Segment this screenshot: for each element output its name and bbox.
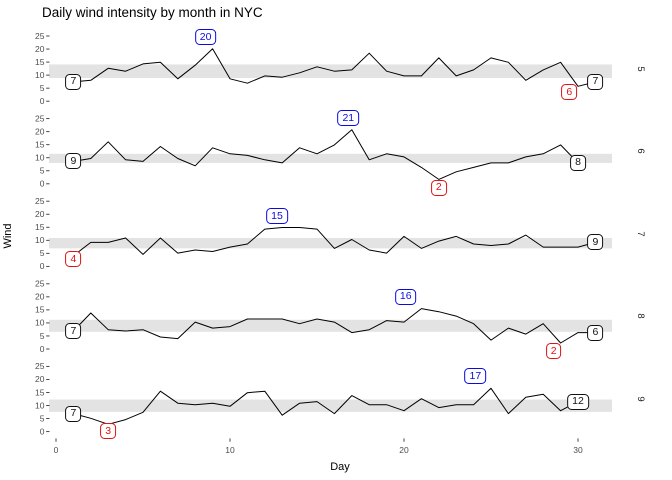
last-value-label-month-7: 9: [587, 234, 604, 251]
facet-strip-month-5: 5: [635, 65, 646, 72]
y-tick-label: 20: [35, 292, 45, 302]
last-value-label-month-6: 8: [570, 154, 586, 171]
x-tick-label: 10: [225, 445, 235, 455]
x-axis: 0 10 20 30: [54, 438, 583, 455]
y-tick-label: 5: [40, 248, 45, 258]
facet-strip-month-6: 6: [635, 148, 646, 154]
y-tick-label: 25: [35, 113, 45, 123]
iqr-band: [49, 399, 612, 412]
wind-line: [73, 227, 596, 257]
y-tick-label: 25: [35, 361, 45, 371]
max-value-label-month-9: 17: [464, 368, 487, 385]
y-tick-label: 25: [35, 279, 45, 289]
first-value-label-month-8: 7: [65, 323, 82, 339]
wind-line: [73, 129, 579, 180]
x-axis-title: Day: [330, 461, 350, 473]
last-value-label-month-8: 6: [587, 324, 604, 341]
y-tick-label: 10: [35, 318, 45, 328]
max-value-label-month-7: 15: [266, 208, 288, 225]
y-tick-label: 0: [40, 179, 45, 189]
first-value-label-month-6: 9: [65, 153, 82, 170]
wind-line: [73, 48, 596, 87]
y-tick-label: 5: [40, 413, 45, 423]
x-tick-label: 0: [54, 445, 59, 455]
y-tick-label: 15: [35, 222, 45, 232]
iqr-band: [49, 153, 612, 163]
first-value-label-month-9: 7: [65, 405, 82, 422]
min-value-label-month-6: 2: [430, 179, 447, 196]
y-tick-label: 0: [40, 261, 45, 271]
iqr-band: [49, 64, 612, 78]
last-value-label-month-9: 12: [567, 393, 589, 410]
max-value-label-month-8: 16: [394, 288, 417, 305]
facet-strip-month-8: 8: [635, 313, 646, 320]
y-tick-label: 0: [40, 96, 45, 106]
chart-title: Daily wind intensity by month in NYC: [42, 5, 263, 20]
y-tick-label: 5: [40, 331, 45, 341]
y-tick-label: 20: [35, 374, 45, 384]
y-tick-label: 0: [40, 426, 45, 436]
y-tick-label: 5: [40, 83, 45, 93]
facet-strip-month-7: 7: [635, 231, 646, 237]
y-tick-label: 20: [35, 126, 45, 136]
panel-month-5: 0 5 10 15 20 25: [35, 31, 612, 106]
iqr-band: [49, 237, 612, 249]
last-value-label-month-5: 7: [587, 73, 604, 90]
panel-month-9: 0 5 10 15 20 25: [35, 361, 612, 436]
y-tick-label: 10: [35, 153, 45, 163]
wind-line: [73, 387, 579, 425]
min-value-label-month-9: 3: [100, 423, 117, 440]
first-min-value-label-month-7: 4: [65, 251, 82, 268]
y-tick-label: 20: [35, 209, 45, 219]
facet-strip-month-9: 9: [635, 396, 646, 402]
panel-month-8: 0 5 10 15 20 25: [35, 279, 612, 354]
y-tick-label: 10: [35, 400, 45, 410]
wind-line: [73, 308, 596, 344]
y-tick-label: 15: [35, 57, 45, 67]
min-value-label-month-8: 2: [545, 343, 562, 360]
x-tick-label: 20: [399, 445, 409, 455]
panel-month-6: 0 5 10 15 20 25: [35, 113, 612, 189]
y-tick-label: 10: [35, 235, 45, 245]
y-tick-label: 20: [35, 44, 45, 54]
y-tick-label: 25: [35, 196, 45, 206]
y-tick-label: 15: [35, 387, 45, 397]
y-tick-label: 10: [35, 70, 45, 80]
max-value-label-month-6: 21: [337, 110, 360, 127]
panel-month-7: 0 5 10 15 20 25: [35, 196, 612, 271]
x-tick-label: 30: [573, 445, 583, 455]
y-axis-title: Wind: [2, 223, 14, 249]
iqr-band: [49, 319, 612, 332]
y-tick-label: 15: [35, 139, 45, 149]
y-tick-label: 0: [40, 344, 45, 354]
first-value-label-month-5: 7: [65, 73, 82, 90]
y-tick-label: 15: [35, 305, 45, 315]
y-tick-label: 25: [35, 31, 45, 41]
max-value-label-month-5: 20: [194, 29, 217, 46]
min-value-label-month-5: 6: [561, 84, 578, 101]
y-tick-label: 5: [40, 166, 45, 176]
